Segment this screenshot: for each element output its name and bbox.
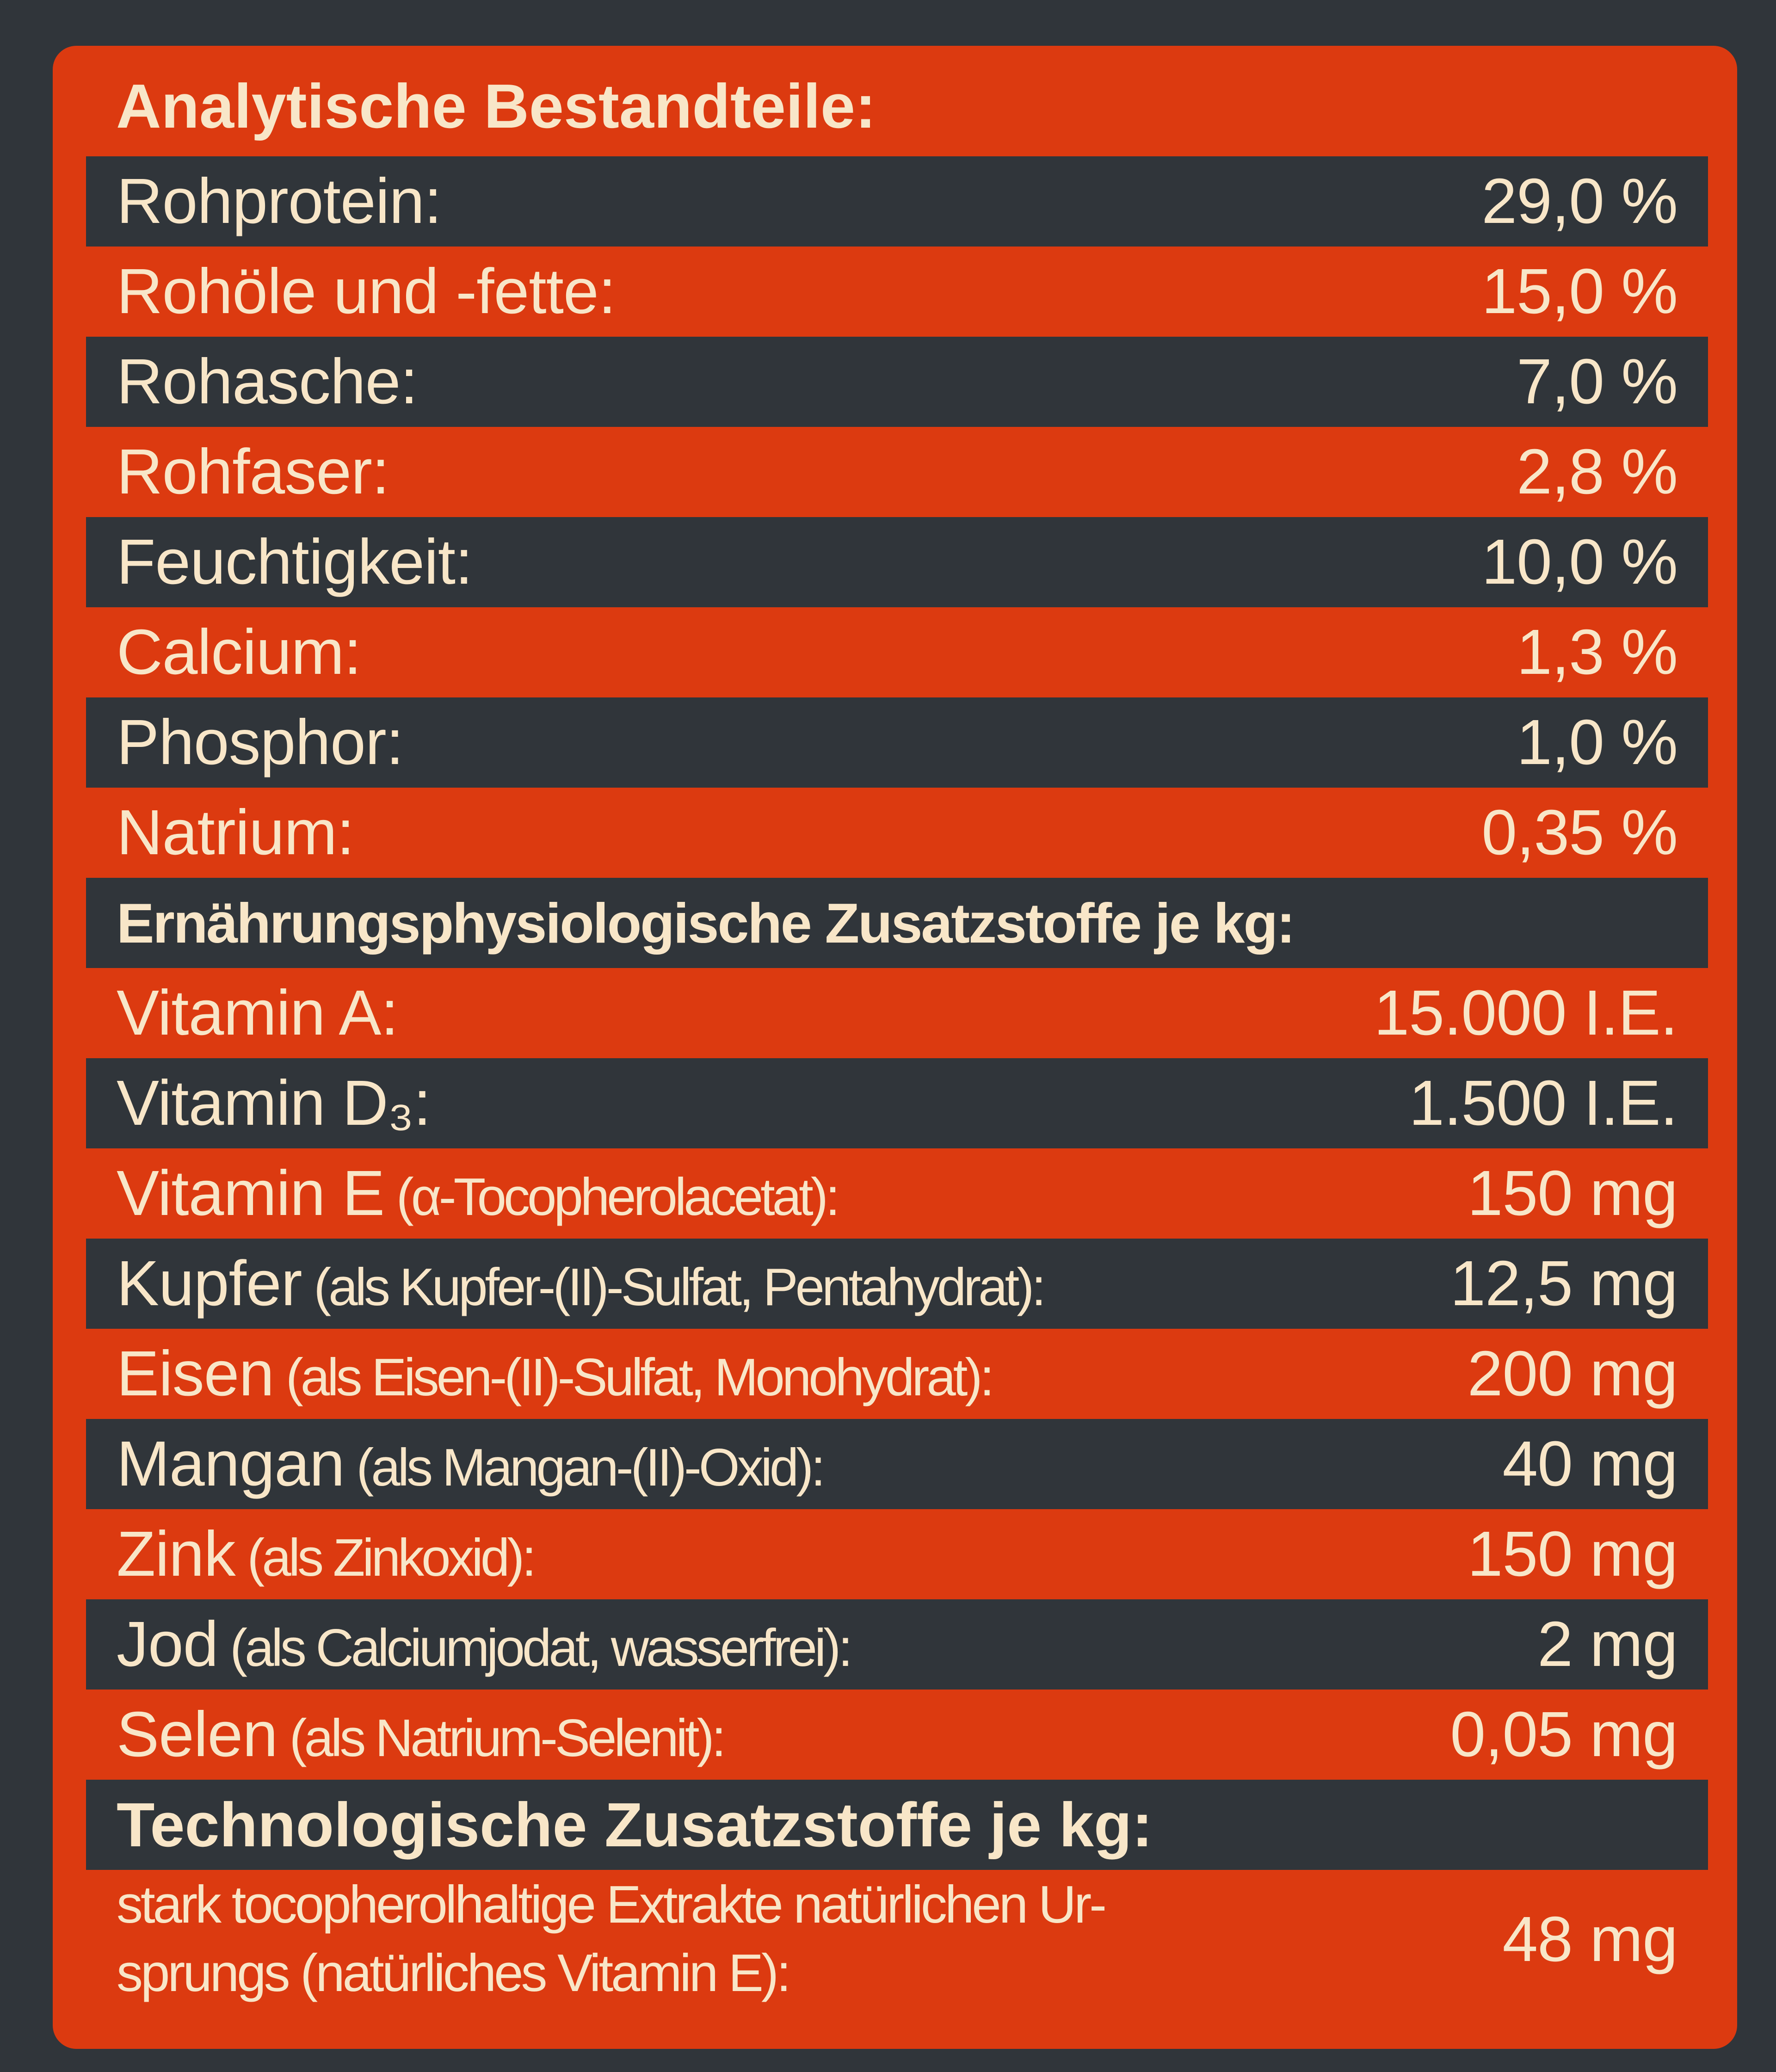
- nutritional-heading-row: Ernährungsphysiologische Zusatzstoffe je…: [86, 878, 1708, 968]
- table-row: Rohöle und -fette: 15,0 %: [86, 247, 1708, 337]
- row-value: 150 mg: [1467, 1518, 1678, 1590]
- table-row: Vitamin E (α-Tocopherolacetat): 150 mg: [86, 1148, 1708, 1239]
- analytical-heading: Analytische Bestandteile:: [116, 71, 876, 141]
- row-label: Kupfer (als Kupfer-(II)-Sulfat, Pentahyd…: [117, 1248, 1046, 1319]
- row-label: Phosphor:: [117, 707, 404, 778]
- row-label: Vitamin D₃:: [117, 1067, 431, 1139]
- row-label: Rohasche:: [117, 346, 418, 417]
- row-label: Zink (als Zinkoxid):: [117, 1518, 536, 1590]
- table-row: stark tocopherolhaltige Extrakte natürli…: [86, 1870, 1708, 2009]
- row-label: Eisen (als Eisen-(II)-Sulfat, Monohydrat…: [117, 1338, 994, 1409]
- table-row: Jod (als Calciumjodat, wasserfrei): 2 mg: [86, 1599, 1708, 1690]
- table-row: Rohasche: 7,0 %: [86, 337, 1708, 427]
- technological-heading-row: Technologische Zusatzstoffe je kg:: [86, 1780, 1708, 1870]
- row-label: Rohprotein:: [117, 166, 442, 237]
- row-value: 12,5 mg: [1450, 1248, 1678, 1319]
- table-row: Vitamin D₃: 1.500 I.E.: [86, 1058, 1708, 1148]
- row-value: 1,3 %: [1517, 617, 1678, 688]
- table-row: Vitamin A: 15.000 I.E.: [86, 968, 1708, 1058]
- table-row: Selen (als Natrium-Selenit): 0,05 mg: [86, 1690, 1708, 1780]
- table-row: Feuchtigkeit: 10,0 %: [86, 517, 1708, 607]
- row-label: Vitamin A:: [117, 977, 399, 1048]
- row-value: 48 mg: [1502, 1903, 1678, 1975]
- row-value: 40 mg: [1502, 1428, 1678, 1499]
- row-value: 15,0 %: [1481, 256, 1678, 327]
- row-label: Natrium:: [117, 797, 354, 868]
- row-label: Selen (als Natrium-Selenit):: [117, 1699, 726, 1770]
- row-value: 10,0 %: [1481, 526, 1678, 598]
- row-value: 1.500 I.E.: [1409, 1067, 1678, 1139]
- nutritional-heading: Ernährungsphysiologische Zusatzstoffe je…: [117, 891, 1295, 955]
- row-value: 200 mg: [1467, 1338, 1678, 1409]
- row-value: 2,8 %: [1517, 436, 1678, 507]
- table-row: Mangan (als Mangan-(II)-Oxid): 40 mg: [86, 1419, 1708, 1509]
- row-value: 29,0 %: [1481, 166, 1678, 237]
- row-value: 2 mg: [1537, 1609, 1678, 1680]
- technological-heading: Technologische Zusatzstoffe je kg:: [117, 1790, 1153, 1860]
- row-label: Mangan (als Mangan-(II)-Oxid):: [117, 1428, 826, 1499]
- row-label: Vitamin E (α-Tocopherolacetat):: [117, 1158, 840, 1229]
- row-label: Jod (als Calciumjodat, wasserfrei):: [117, 1609, 853, 1680]
- table-row: Eisen (als Eisen-(II)-Sulfat, Monohydrat…: [86, 1329, 1708, 1419]
- row-value: 150 mg: [1467, 1158, 1678, 1229]
- row-value: 0,35 %: [1481, 797, 1678, 868]
- table-row: Calcium: 1,3 %: [86, 607, 1708, 697]
- row-label: Calcium:: [117, 617, 362, 688]
- row-value: 0,05 mg: [1450, 1699, 1678, 1770]
- row-value: 1,0 %: [1517, 707, 1678, 778]
- row-value: 7,0 %: [1517, 346, 1678, 417]
- table-row: Natrium: 0,35 %: [86, 788, 1708, 878]
- table-row: Rohprotein: 29,0 %: [86, 156, 1708, 247]
- row-label: Rohöle und -fette:: [117, 256, 616, 327]
- table-row: Zink (als Zinkoxid): 150 mg: [86, 1509, 1708, 1599]
- table-row: Phosphor: 1,0 %: [86, 697, 1708, 788]
- row-label: Feuchtigkeit:: [117, 526, 473, 598]
- row-value: 15.000 I.E.: [1374, 977, 1678, 1048]
- row-label: Rohfaser:: [117, 436, 389, 507]
- row-label: stark tocopherolhaltige Extrakte natürli…: [117, 1875, 1107, 2003]
- table-row: Rohfaser: 2,8 %: [86, 427, 1708, 517]
- table-row: Kupfer (als Kupfer-(II)-Sulfat, Pentahyd…: [86, 1239, 1708, 1329]
